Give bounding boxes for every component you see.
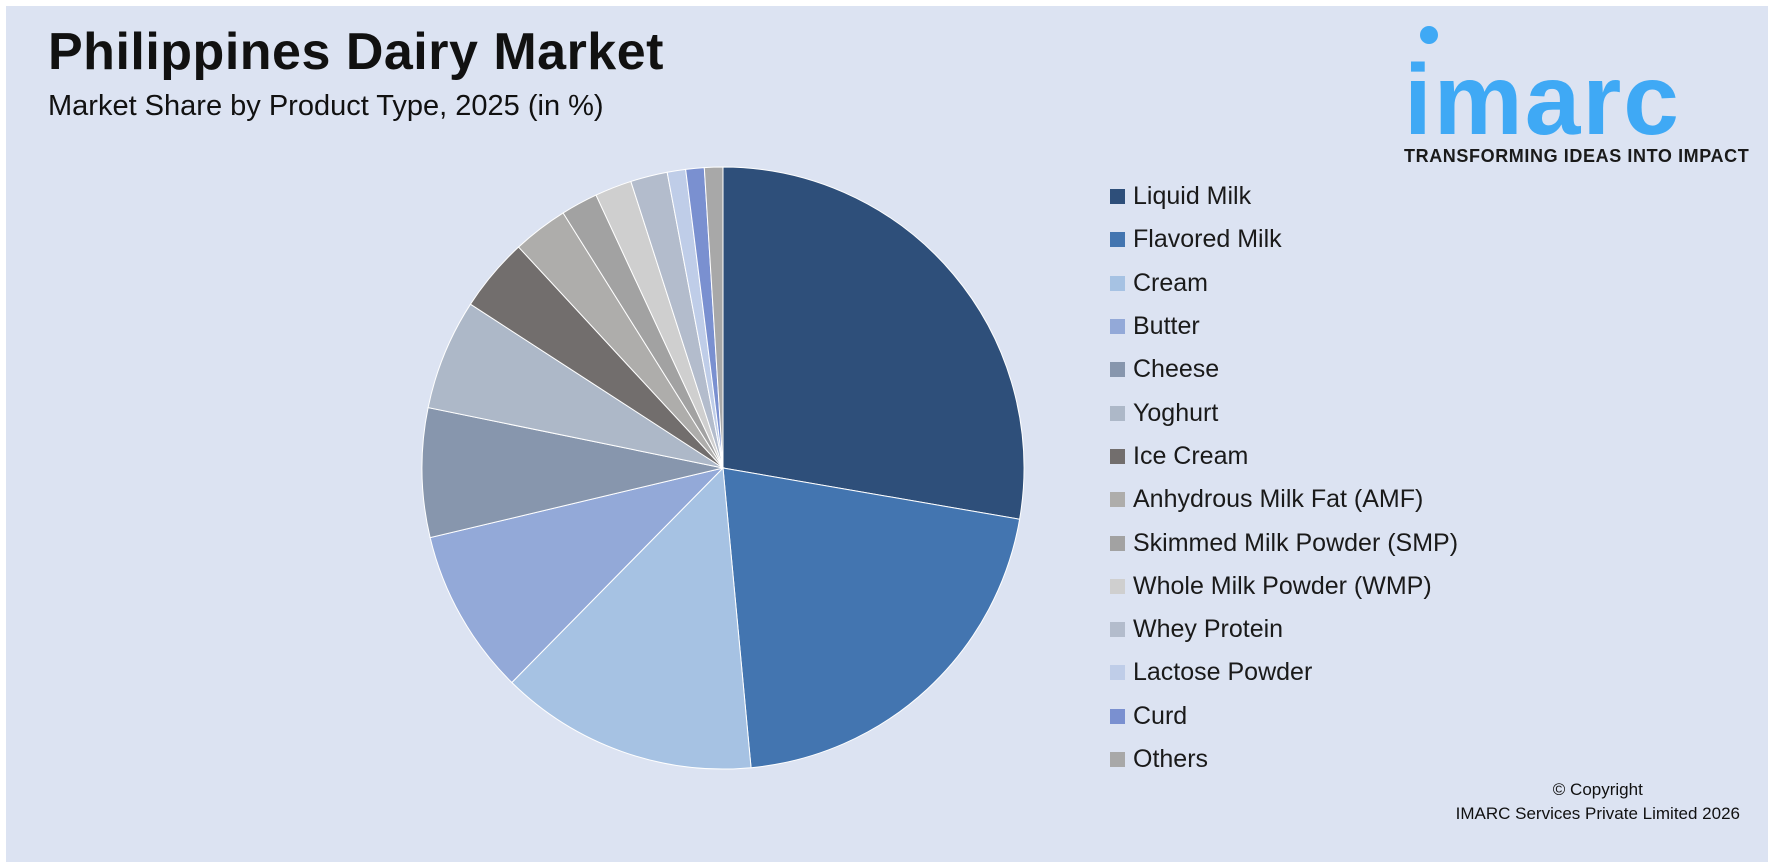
legend-label: Liquid Milk — [1133, 182, 1252, 211]
legend-item: Curd — [1110, 695, 1458, 738]
logo-dot-icon — [1420, 26, 1438, 44]
legend-label: Yoghurt — [1133, 398, 1219, 427]
pie-slice-liquid-milk — [722, 166, 1025, 520]
legend-item: Skimmed Milk Powder (SMP) — [1110, 521, 1458, 564]
pie-slice-others — [703, 166, 724, 469]
legend-swatch — [1110, 665, 1125, 681]
legend-label: Lactose Powder — [1133, 658, 1313, 687]
legend-item: Yoghurt — [1110, 391, 1458, 434]
chart-subtitle: Market Share by Product Type, 2025 (in %… — [48, 90, 604, 122]
legend-swatch — [1110, 362, 1125, 378]
legend-item: Lactose Powder — [1110, 651, 1458, 694]
legend-item: Butter — [1110, 305, 1458, 348]
legend-swatch — [1110, 189, 1125, 205]
legend-swatch — [1110, 319, 1125, 335]
legend-item: Others — [1110, 738, 1458, 781]
legend-label: Whole Milk Powder (WMP) — [1133, 571, 1432, 600]
legend-item: Flavored Milk — [1110, 218, 1458, 261]
legend-item: Liquid Milk — [1110, 175, 1458, 218]
chart-legend: Liquid Milk Flavored Milk Cream Butter Chees… — [1110, 175, 1458, 781]
copyright-line-1: © Copyright — [1552, 780, 1643, 799]
legend-item: Whey Protein — [1110, 608, 1458, 651]
imarc-logo: imarc TRANSFORMING IDEAS INTO IMPACT — [1404, 22, 1749, 172]
legend-item: Ice Cream — [1110, 435, 1458, 478]
pie-slice-cream — [511, 466, 752, 770]
legend-label: Others — [1133, 745, 1209, 773]
legend-label: Flavored Milk — [1133, 225, 1282, 254]
legend-swatch — [1110, 448, 1125, 464]
legend-label: Cream — [1133, 268, 1209, 297]
copyright-notice: © Copyright IMARC Services Private Limit… — [1456, 778, 1740, 826]
legend-swatch — [1110, 535, 1125, 551]
legend-swatch — [1110, 752, 1125, 767]
legend-label: Butter — [1133, 312, 1200, 341]
chart-title: Philippines Dairy Market — [48, 23, 664, 81]
pie-slice-cheese — [421, 406, 724, 539]
legend-label: Ice Cream — [1133, 441, 1249, 470]
legend-label: Whey Protein — [1133, 615, 1284, 644]
pie-slice-butter — [429, 467, 725, 684]
pie-slice-flavored-milk — [722, 467, 1021, 769]
logo-tagline: TRANSFORMING IDEAS INTO IMPACT — [1404, 146, 1750, 166]
copyright-line-2: IMARC Services Private Limited 2026 — [1455, 804, 1740, 823]
legend-label: Skimmed Milk Powder (SMP) — [1133, 528, 1459, 557]
logo-wordmark: imarc — [1404, 44, 1681, 156]
legend-swatch — [1110, 275, 1125, 291]
legend-label: Curd — [1133, 701, 1188, 730]
legend-item: Cream — [1110, 262, 1458, 305]
legend-swatch — [1110, 622, 1125, 638]
legend-label: Anhydrous Milk Fat (AMF) — [1133, 485, 1424, 514]
legend-item: Cheese — [1110, 348, 1458, 391]
legend-swatch — [1110, 232, 1125, 248]
legend-swatch — [1110, 492, 1125, 508]
legend-item: Anhydrous Milk Fat (AMF) — [1110, 478, 1458, 521]
legend-swatch — [1110, 708, 1125, 724]
legend-item: Whole Milk Powder (WMP) — [1110, 565, 1458, 608]
legend-swatch — [1110, 405, 1125, 421]
legend-label: Cheese — [1133, 355, 1220, 384]
legend-swatch — [1110, 578, 1125, 594]
